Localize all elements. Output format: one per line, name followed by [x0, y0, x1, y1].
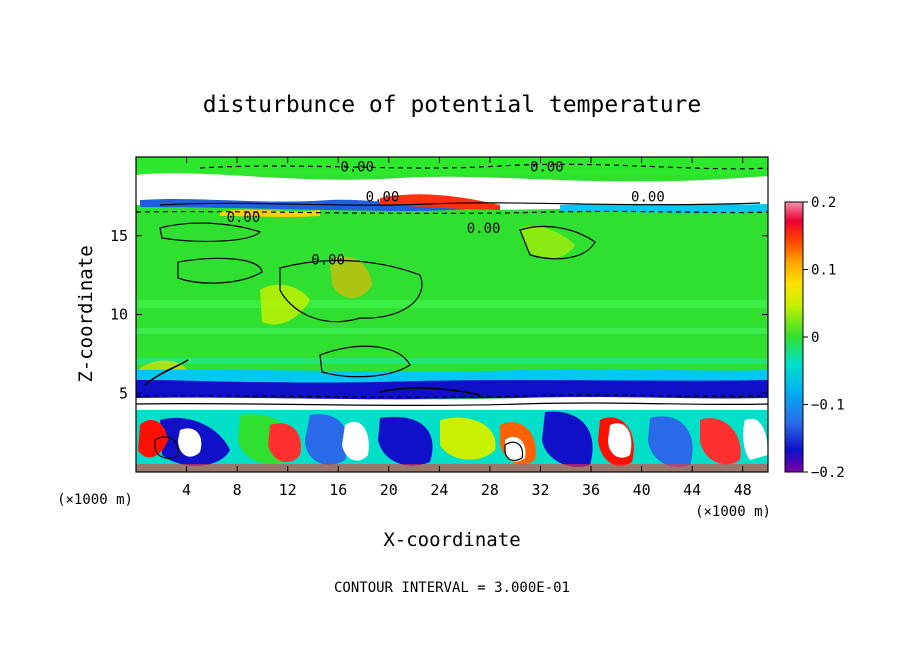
- y-tick-label: 15: [110, 227, 128, 245]
- colorbar-ramp: [784, 201, 804, 473]
- x-tick-label: 48: [734, 481, 752, 499]
- x-tick-label: 20: [380, 481, 398, 499]
- contour-top-dashed: [199, 163, 768, 170]
- bl-white-3: [505, 436, 526, 462]
- patch-2: [330, 256, 372, 299]
- bl-blue-2: [305, 414, 349, 465]
- contour-label: 0.00: [530, 159, 564, 175]
- contour-labels: 0.00 0.00 0.00 0.00 0.00 0.00 0.00: [227, 159, 665, 268]
- upper-red-streak: [380, 194, 500, 210]
- colorbar: 0.2 0.1 0 −0.1 −0.2: [784, 195, 845, 481]
- upper-cyan-streak: [560, 203, 768, 213]
- cyan-inversion-edge: [136, 369, 768, 383]
- contour-label: 0.00: [227, 210, 261, 226]
- bl-red-5: [700, 418, 741, 465]
- contour-upper-solid: [159, 202, 761, 206]
- contour-mid-4: [519, 225, 596, 260]
- bl-white-5: [743, 418, 768, 460]
- contour-label: 0.00: [311, 252, 345, 268]
- contour-mid-3: [279, 259, 423, 323]
- contour-label: 0.00: [366, 189, 400, 205]
- contour-lines: [136, 163, 768, 462]
- x-tick-label: 8: [233, 481, 242, 499]
- colorbar-tick-label: 0.2: [811, 195, 836, 211]
- contour-mid-1: [159, 222, 262, 242]
- x-tick-label: 4: [182, 481, 191, 499]
- colorbar-ticks: 0.2 0.1 0 −0.1 −0.2: [803, 195, 845, 481]
- bl-blue-5: [648, 416, 693, 468]
- contour-mid-2: [177, 257, 263, 284]
- bl-red-1: [138, 420, 168, 458]
- patch-3: [520, 225, 575, 259]
- patch-1: [260, 284, 310, 325]
- x-axis-label: X-coordinate: [383, 529, 520, 551]
- x-tick-label: 24: [430, 481, 448, 499]
- x-tick-label: 12: [279, 481, 297, 499]
- x-tick-label: 32: [531, 481, 549, 499]
- mid-cyan-band: [136, 358, 768, 364]
- bl-white-2: [342, 421, 369, 461]
- contour-label: 0.00: [340, 159, 374, 175]
- contour-label: 0.00: [467, 221, 501, 237]
- mid-light-band-1: [136, 300, 768, 308]
- x-tick-label: 16: [329, 481, 347, 499]
- contour-interval-footer: CONTOUR INTERVAL = 3.000E-01: [334, 580, 570, 596]
- bl-bottom-edge: [136, 464, 768, 472]
- x-axis: 4 8 12 16 20 24 28 32 36 40 44 48: [182, 157, 752, 499]
- x-tick-label: 36: [582, 481, 600, 499]
- blue-inversion-band: [136, 377, 768, 401]
- bl-red-2: [268, 423, 301, 463]
- contour-upper-dashed: [136, 210, 768, 214]
- contour-bl-1: [504, 441, 524, 462]
- upper-white-band: [136, 173, 768, 210]
- contour-bl-3: [379, 387, 481, 396]
- y-tick-label: 5: [119, 384, 128, 402]
- plot-area: [136, 157, 768, 472]
- bl-yellow-1: [440, 417, 496, 460]
- mid-light-band-2: [136, 328, 768, 334]
- contour-bl-2: [154, 436, 179, 459]
- colorbar-tick-label: −0.2: [811, 465, 845, 481]
- contour-lower-solid: [136, 402, 768, 407]
- y-axis-label: Z-coordinate: [75, 245, 97, 382]
- upper-layer: [136, 157, 768, 175]
- colorbar-tick-label: −0.1: [811, 398, 845, 414]
- colorbar-tick-label: 0.1: [811, 263, 836, 279]
- bl-blue-4: [542, 411, 593, 468]
- chart-title: disturbunce of potential temperature: [203, 92, 702, 118]
- contour-bl-4: [144, 359, 189, 386]
- x-unit-left: (×1000 m): [57, 492, 133, 508]
- y-axis: 5 10 15: [110, 227, 768, 402]
- bl-white-4: [608, 423, 632, 458]
- bl-blue-3: [378, 416, 433, 466]
- x-tick-label: 40: [633, 481, 651, 499]
- x-unit-right: (×1000 m): [695, 504, 771, 520]
- x-tick-label: 28: [481, 481, 499, 499]
- x-tick-label: 44: [683, 481, 701, 499]
- contour-label: 0.00: [631, 189, 665, 205]
- contour-mid-5: [319, 345, 411, 378]
- y-tick-label: 10: [110, 306, 128, 324]
- bl-white-1: [178, 428, 202, 457]
- colorbar-tick-label: 0: [811, 330, 819, 346]
